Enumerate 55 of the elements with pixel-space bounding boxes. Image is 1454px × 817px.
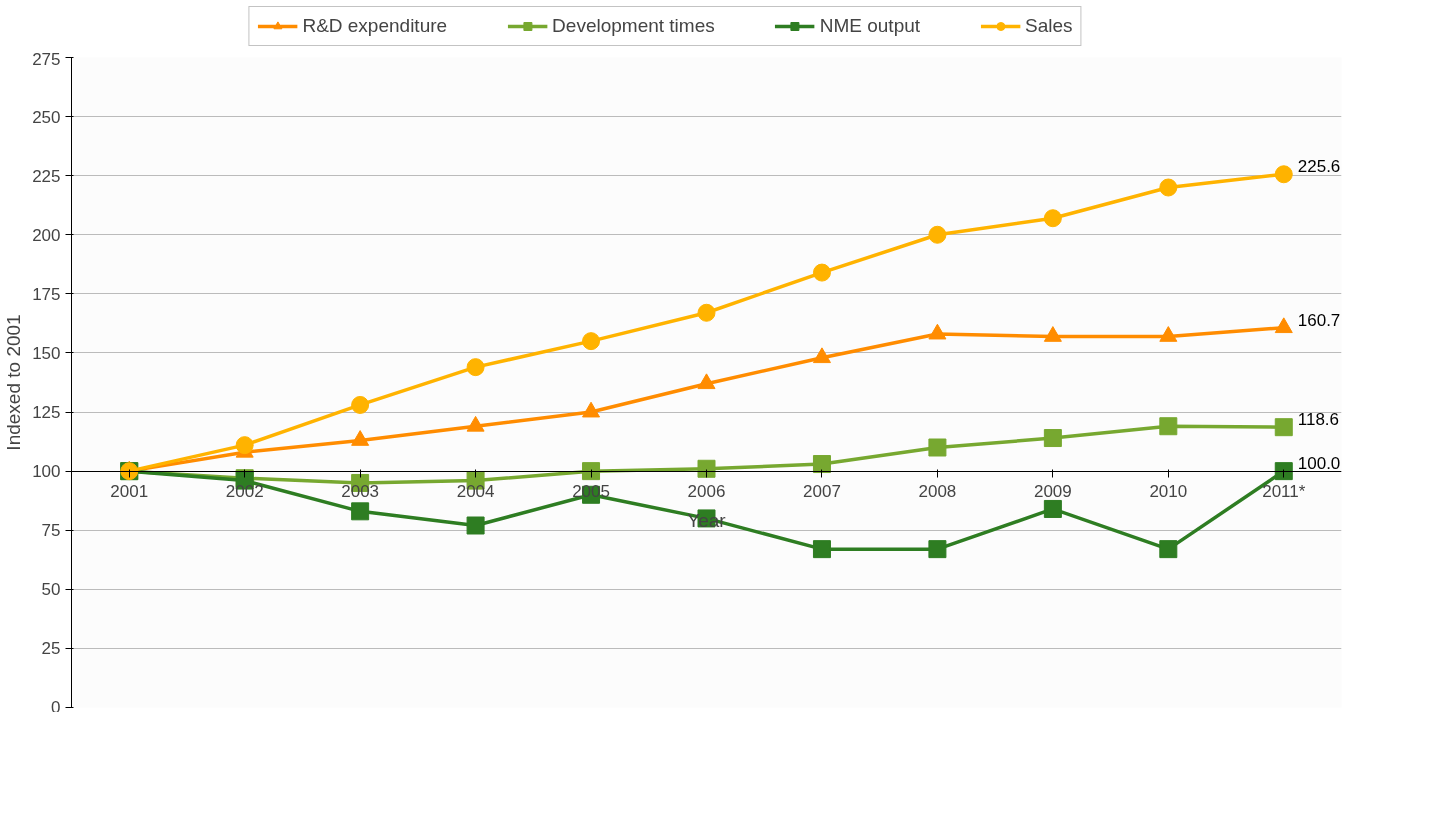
- legend-label: R&D expenditure: [302, 15, 448, 37]
- point: [697, 459, 716, 478]
- data-label: 118.6: [1297, 410, 1340, 430]
- point: [812, 455, 831, 474]
- data-label: 225.6: [1297, 157, 1341, 177]
- point: [928, 438, 947, 457]
- legend-label: Development times: [552, 15, 715, 37]
- x-tick-label: 2010: [1149, 482, 1188, 502]
- y-tick-label: 75: [41, 521, 61, 541]
- data-label: 100.0: [1297, 454, 1341, 474]
- point: [812, 540, 831, 559]
- x-tick-label: 2008: [918, 482, 957, 502]
- point: [928, 540, 947, 559]
- point: [697, 303, 716, 322]
- y-tick-label: 225: [32, 166, 61, 186]
- point: [351, 502, 370, 521]
- x-tick-label: 2009: [1033, 482, 1072, 502]
- x-tick-label: 2011*: [1262, 482, 1306, 502]
- y-tick-label: 125: [32, 403, 61, 423]
- x-tick-label: 2006: [687, 482, 726, 502]
- y-tick-label: 200: [32, 225, 61, 245]
- point: [466, 358, 485, 377]
- point: [928, 225, 947, 244]
- y-tick-label: 100: [32, 462, 61, 482]
- x-tick-label: 2001: [110, 482, 149, 502]
- y-tick-label: 250: [32, 107, 61, 127]
- point: [1159, 178, 1178, 197]
- point: [235, 436, 254, 455]
- point: [812, 263, 831, 282]
- point: [1159, 417, 1178, 436]
- x-tick-label: 2007: [803, 482, 841, 502]
- point: [1043, 499, 1062, 518]
- y-tick-label: 50: [41, 580, 61, 600]
- point: [351, 395, 370, 414]
- y-tick-label: 150: [32, 343, 61, 363]
- legend-label: Sales: [1025, 15, 1073, 37]
- y-tick-label: 175: [32, 284, 61, 304]
- x-tick-label: 2003: [341, 482, 380, 502]
- point: [582, 462, 601, 481]
- point: [466, 516, 485, 535]
- y-axis-title: Indexed to 2001: [3, 314, 25, 451]
- point: [1159, 540, 1178, 559]
- point: [1043, 429, 1062, 448]
- legend-label: NME output: [819, 15, 921, 37]
- data-label: 160.7: [1297, 310, 1341, 330]
- x-tick-label: 2004: [456, 482, 495, 502]
- point: [1274, 418, 1293, 437]
- y-tick-label: 275: [32, 49, 61, 69]
- point: [1274, 462, 1293, 481]
- point: [582, 332, 601, 351]
- y-tick-label: 0: [51, 697, 61, 717]
- point: [1274, 165, 1293, 184]
- point: [1043, 209, 1062, 228]
- y-tick-label: 25: [41, 639, 61, 659]
- x-tick-label: 2002: [225, 482, 264, 502]
